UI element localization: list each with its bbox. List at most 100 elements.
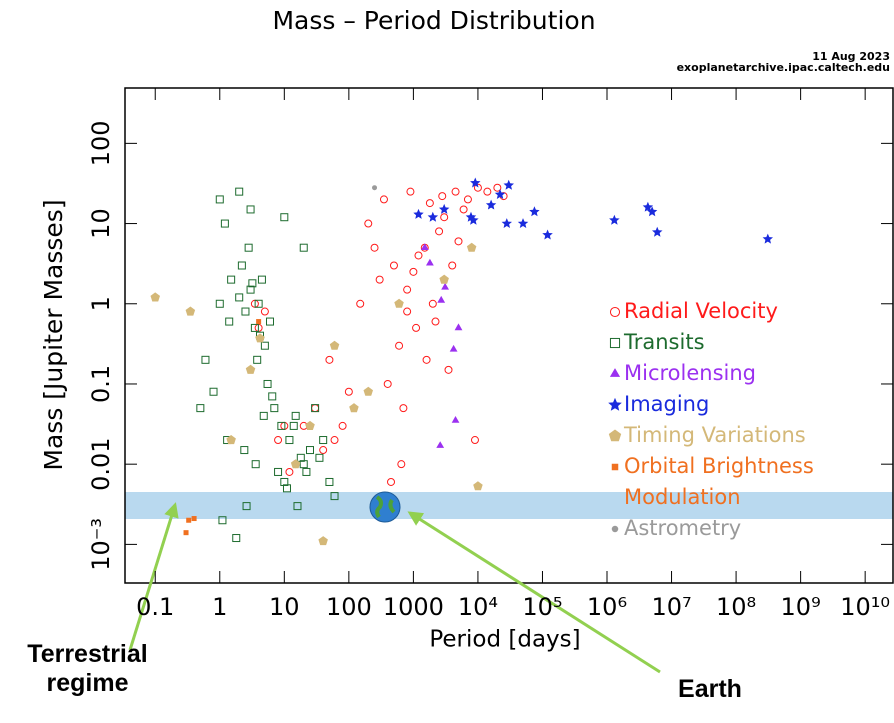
data-point	[448, 261, 457, 270]
data-point	[383, 379, 392, 388]
earth-land	[375, 495, 396, 519]
data-point	[463, 195, 472, 204]
data-point	[318, 536, 328, 546]
data-point	[280, 477, 289, 486]
data-point	[483, 187, 492, 196]
data-point	[296, 453, 305, 462]
data-point	[263, 379, 272, 388]
data-point	[305, 420, 315, 430]
data-point	[215, 195, 224, 204]
data-point	[250, 323, 259, 332]
data-point	[246, 285, 255, 294]
data-point	[285, 467, 294, 476]
data-point	[246, 205, 255, 214]
data-point	[209, 387, 218, 396]
data-point	[255, 333, 265, 343]
data-point	[257, 275, 266, 284]
data-point	[372, 185, 378, 191]
data-point	[399, 404, 408, 413]
data-point	[311, 404, 320, 413]
data-point	[226, 435, 236, 445]
data-point	[319, 446, 328, 455]
legend-symbol	[608, 429, 622, 442]
data-point	[470, 177, 481, 188]
data-point	[330, 492, 339, 501]
legend-symbol	[611, 463, 619, 471]
data-point	[270, 404, 279, 413]
data-point	[441, 282, 449, 290]
x-tick-label: 10⁹	[781, 593, 821, 621]
x-tick-label: 10⁸	[716, 593, 756, 621]
data-point	[409, 267, 418, 276]
data-point	[403, 285, 412, 294]
data-point	[652, 226, 663, 237]
legend-label: Radial Velocity	[624, 299, 778, 323]
data-point	[449, 344, 458, 352]
data-point	[431, 317, 440, 326]
data-point	[356, 299, 365, 308]
data-point	[302, 467, 311, 476]
data-point	[299, 460, 308, 469]
data-point	[473, 481, 483, 491]
data-point	[325, 477, 334, 486]
y-tick-label: 100	[87, 120, 115, 166]
arrow	[128, 502, 179, 651]
data-point	[451, 416, 460, 423]
y-tick-label: 10	[87, 208, 115, 239]
source: exoplanetarchive.ipac.caltech.edu	[677, 61, 890, 74]
x-tick-label: 10¹⁰	[840, 593, 890, 621]
data-point	[325, 355, 334, 364]
data-point	[608, 429, 622, 442]
data-point	[609, 214, 620, 225]
data-point	[280, 421, 289, 430]
x-tick-label: 10⁵	[522, 593, 562, 621]
data-point	[444, 365, 453, 374]
data-point	[215, 299, 224, 308]
annotation: Terrestrial regime	[27, 640, 148, 697]
y-tick-label: 1	[87, 296, 115, 311]
x-tick-label: 0.1	[136, 593, 174, 621]
annotation: Earth	[678, 675, 742, 703]
legend-label: Orbital Brightness Modulation	[624, 454, 814, 509]
data-point	[762, 233, 773, 244]
data-point	[191, 516, 197, 522]
earth-icon	[369, 491, 401, 523]
data-point	[259, 411, 268, 420]
data-point	[609, 368, 621, 377]
x-tick-label: 10	[269, 593, 300, 621]
data-point	[186, 517, 192, 523]
data-point	[330, 436, 339, 445]
data-point	[282, 484, 291, 493]
data-point	[420, 243, 429, 250]
data-point	[251, 460, 260, 469]
data-point	[291, 411, 300, 420]
data-point	[242, 502, 251, 511]
data-point	[438, 192, 447, 201]
data-point	[406, 187, 415, 196]
chart-title: Mass – Period Distribution	[272, 6, 595, 35]
data-point	[493, 183, 502, 192]
data-point	[268, 392, 277, 401]
arrow	[407, 511, 661, 674]
data-point	[389, 261, 398, 270]
legend-item: Timing Variations	[608, 420, 878, 451]
legend-symbol	[609, 337, 621, 349]
data-point	[254, 299, 263, 308]
data-point	[529, 206, 540, 217]
data-point	[470, 436, 479, 445]
data-point	[473, 183, 482, 192]
data-point	[344, 387, 353, 396]
data-point	[608, 398, 622, 411]
data-point	[329, 340, 340, 350]
y-tick-label: 0.01	[87, 437, 115, 490]
data-point	[501, 218, 512, 228]
data-point	[611, 525, 619, 533]
data-point	[265, 317, 274, 326]
data-point	[274, 436, 283, 445]
data-point	[494, 189, 506, 199]
data-point	[225, 317, 234, 326]
data-point	[387, 477, 396, 486]
data-point	[413, 208, 424, 219]
x-tick-label: 1	[212, 593, 227, 621]
data-point	[248, 279, 257, 288]
